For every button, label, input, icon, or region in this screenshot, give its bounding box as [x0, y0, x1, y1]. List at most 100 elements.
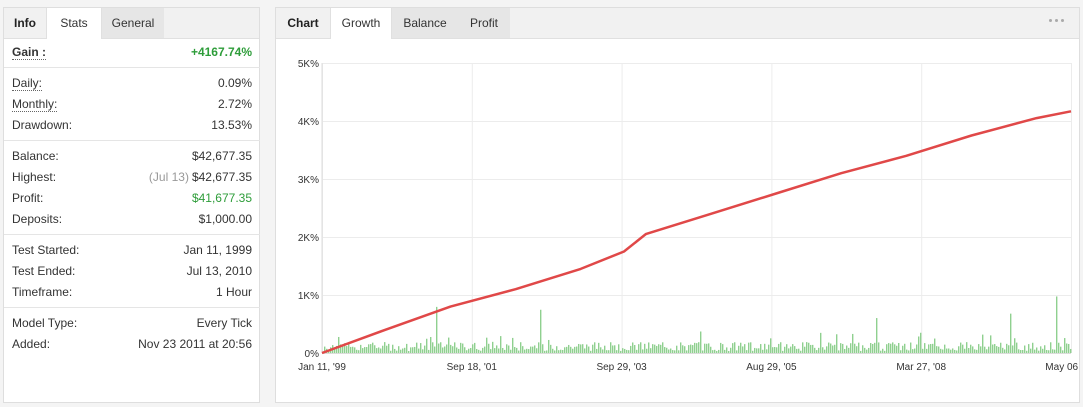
tab-info[interactable]: Info: [14, 16, 36, 30]
more-options-icon[interactable]: [1049, 16, 1065, 26]
volume-bar: [528, 349, 530, 353]
volume-bar: [464, 347, 466, 353]
volume-bar: [692, 345, 694, 353]
volume-bar: [966, 342, 968, 353]
volume-bar: [860, 350, 862, 353]
volume-bar: [742, 346, 744, 353]
volume-bar: [608, 350, 610, 353]
volume-bar: [1030, 348, 1032, 353]
volume-bar: [952, 348, 954, 353]
volume-bar: [476, 348, 478, 353]
volume-bar: [762, 349, 764, 353]
volume-bar: [494, 348, 496, 353]
volume-bar: [850, 343, 852, 353]
volume-bar: [422, 349, 424, 353]
volume-bar: [630, 345, 632, 353]
volume-bar: [438, 343, 440, 353]
volume-bar: [712, 350, 714, 353]
volume-bar: [496, 345, 498, 353]
volume-bar: [412, 347, 414, 353]
volume-bar: [506, 344, 508, 353]
volume-bar: [490, 349, 492, 353]
volume-bar: [340, 344, 342, 353]
volume-bar: [704, 343, 706, 353]
volume-bar: [602, 349, 604, 353]
volume-bar: [510, 349, 512, 353]
volume-bar: [686, 350, 688, 353]
volume-bar: [652, 344, 654, 353]
tab-balance[interactable]: Balance: [392, 8, 458, 38]
volume-bar: [338, 336, 340, 353]
x-tick-label: Mar 27, '08: [896, 362, 946, 373]
x-tick-label: Sep 18, '01: [447, 362, 498, 373]
volume-bar: [882, 348, 884, 353]
stat-profit: Profit: $41,677.35: [12, 188, 252, 209]
volume-bar: [668, 349, 670, 353]
volume-bar: [772, 347, 774, 353]
volume-bar: [444, 346, 446, 353]
chart-grid: [321, 63, 1072, 354]
volume-bar: [562, 349, 564, 353]
volume-bar: [662, 342, 664, 353]
volume-bar: [548, 339, 550, 353]
volume-bar: [414, 346, 416, 353]
volume-bar: [514, 347, 516, 353]
volume-bar: [928, 344, 930, 353]
volume-bar: [644, 343, 646, 353]
y-axis-labels: 0% 1K% 2K% 3K% 4K% 5K%: [298, 59, 319, 360]
volume-bar: [824, 349, 826, 353]
stats-panel: Info Stats General Gain : +4167.74% Dail…: [3, 7, 260, 403]
tab-profit[interactable]: Profit: [458, 8, 510, 38]
stat-drawdown: Drawdown: 13.53%: [12, 115, 252, 136]
volume-bar: [442, 347, 444, 353]
volume-bar: [408, 350, 410, 353]
stat-deposits: Deposits: $1,000.00: [12, 209, 252, 230]
volume-bar: [812, 344, 814, 353]
x-axis-labels: Jan 11, '99 Sep 18, '01 Sep 29, '03 Aug 29,…: [298, 362, 1079, 373]
volume-bar: [784, 346, 786, 353]
volume-bar: [808, 342, 810, 353]
volume-bar: [520, 342, 522, 353]
tab-general[interactable]: General: [102, 8, 164, 38]
volume-bar: [410, 347, 412, 353]
volume-bar: [488, 343, 490, 353]
volume-bar: [870, 343, 872, 353]
monthly-label[interactable]: Monthly:: [12, 97, 58, 112]
tab-growth[interactable]: Growth: [330, 8, 392, 39]
volume-bar: [470, 348, 472, 353]
volume-bar: [694, 342, 696, 353]
volume-bar: [434, 346, 436, 353]
volume-bar: [380, 348, 382, 353]
volume-bar: [530, 346, 532, 353]
daily-label[interactable]: Daily:: [12, 76, 43, 91]
volume-bar: [1060, 346, 1062, 353]
volume-bar: [892, 342, 894, 353]
y-tick-label: 0%: [305, 349, 320, 360]
volume-bar: [344, 343, 346, 353]
volume-bar: [398, 346, 400, 353]
volume-bar: [610, 342, 612, 353]
stat-test-ended: Test Ended: Jul 13, 2010: [12, 261, 252, 282]
volume-bar: [844, 348, 846, 353]
volume-bar: [680, 342, 682, 353]
volume-bar: [740, 342, 742, 353]
tab-stats[interactable]: Stats: [46, 8, 102, 39]
volume-bar: [980, 346, 982, 353]
volume-bar: [568, 344, 570, 353]
volume-bar: [452, 346, 454, 353]
volume-bar: [656, 345, 658, 353]
volume-bar: [818, 347, 820, 353]
volume-bar: [806, 342, 808, 353]
highest-value: $42,677.35: [191, 170, 252, 184]
divider: [4, 234, 260, 235]
volume-bar: [1008, 345, 1010, 353]
stat-highest: Highest: (Jul 13) $42,677.35: [12, 167, 252, 188]
volume-bar: [676, 345, 678, 353]
volume-bar: [578, 343, 580, 353]
volume-bar: [1044, 345, 1046, 353]
gain-label[interactable]: Gain :: [12, 45, 47, 60]
volume-bar: [498, 348, 500, 353]
volume-bar: [816, 350, 818, 353]
volume-bar: [358, 350, 360, 353]
tab-chart[interactable]: Chart: [287, 16, 319, 30]
